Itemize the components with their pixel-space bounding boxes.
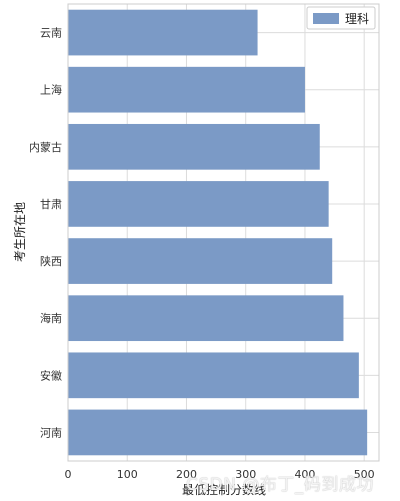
x-tick-label: 100 (117, 468, 138, 481)
legend-label: 理科 (345, 12, 369, 26)
x-axis-title: 最低控制分数线 (182, 482, 266, 497)
x-tick-label: 500 (354, 468, 375, 481)
y-tick-label: 云南 (40, 27, 62, 40)
y-tick-label: 内蒙古 (29, 140, 62, 154)
x-tick-label: 200 (176, 468, 197, 481)
y-tick-label: 陕西 (40, 254, 62, 268)
bar (68, 66, 305, 113)
legend: 理科 (306, 6, 376, 30)
watermark-text: CSDN @布丁_码到成功 (186, 475, 374, 495)
bar (68, 123, 320, 170)
y-tick-label: 河南 (40, 426, 62, 439)
y-axis-title: 考生所在地 (13, 202, 27, 262)
bar (68, 238, 333, 284)
x-tick-labels: 0 100 200 300 400 500 (65, 468, 375, 481)
bar (68, 9, 258, 56)
bars-group (68, 9, 368, 456)
bar (68, 181, 329, 227)
y-tick-label: 海南 (40, 311, 62, 325)
bar (68, 352, 359, 399)
bar (68, 295, 344, 342)
legend-swatch (313, 13, 339, 24)
bar (68, 409, 368, 456)
x-tick-label: 300 (235, 468, 256, 481)
y-tick-label: 安徽 (40, 368, 62, 382)
plot-frame (67, 3, 380, 462)
y-tick-label: 上海 (40, 83, 62, 97)
x-tick-label: 0 (65, 468, 72, 481)
y-tick-label: 甘肃 (40, 198, 62, 211)
x-tick-label: 400 (294, 468, 315, 481)
